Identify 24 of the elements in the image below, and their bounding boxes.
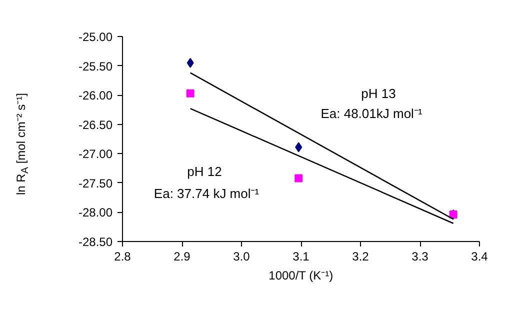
annotation: Ea: 48.01kJ mol⁻¹: [320, 106, 423, 121]
x-tick-label: 3.3: [412, 250, 429, 264]
x-tick-label: 2.8: [114, 250, 132, 264]
x-tick-label: 3.0: [233, 250, 250, 264]
y-tick-label: -27.00: [78, 147, 113, 162]
point: [186, 89, 194, 98]
y-tick-label: -25.50: [78, 59, 113, 74]
x-axis-title: 1000/T (K⁻¹): [268, 268, 334, 282]
annotation: Ea: 37.74 kJ mol⁻¹: [154, 186, 260, 201]
y-tick-label: -27.50: [78, 176, 113, 190]
y-tick-label: -28.00: [78, 206, 113, 220]
annotation: pH 12: [187, 164, 222, 179]
x-tick-label: 2.9: [174, 250, 191, 264]
x-tick-label: 3.1: [292, 250, 310, 264]
point: [186, 58, 194, 68]
y-tick-label: -26.00: [78, 88, 113, 103]
point: [295, 142, 302, 152]
y-tick-label: -26.50: [78, 118, 113, 132]
y-tick-label: -25.00: [78, 30, 113, 44]
annotation: pH 13: [361, 86, 396, 101]
x-tick-label: 3.2: [352, 250, 370, 264]
y-tick-label: -28.50: [78, 235, 113, 249]
point: [294, 174, 303, 182]
x-tick-label: 3.4: [471, 250, 488, 264]
